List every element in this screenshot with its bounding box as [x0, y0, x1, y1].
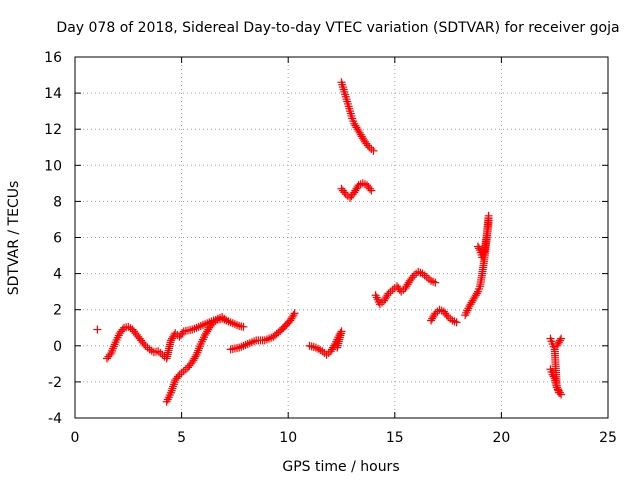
data-point: [208, 320, 217, 329]
y-tick-label: 14: [44, 86, 62, 102]
data-point: [549, 372, 558, 381]
x-tick-label: 15: [386, 430, 404, 446]
data-point: [554, 338, 563, 347]
data-point: [435, 305, 444, 314]
data-point: [174, 372, 183, 381]
data-point: [177, 368, 186, 377]
data-point: [431, 278, 440, 287]
y-tick-labels: -4 -2 0 2 4 6 8 10 12 14 16: [44, 50, 62, 427]
y-tick-label: 10: [44, 158, 62, 174]
x-tick-label: 20: [492, 430, 510, 446]
data-point: [448, 316, 457, 325]
data-point: [365, 184, 374, 193]
data-point: [289, 311, 298, 320]
data-point: [388, 285, 397, 294]
data-point: [429, 312, 438, 321]
data-point: [333, 343, 342, 352]
data-point: [340, 188, 349, 197]
data-point: [222, 316, 231, 325]
x-axis-label: GPS time / hours: [282, 459, 399, 475]
x-tick-label: 25: [599, 430, 617, 446]
y-tick-label: 12: [44, 122, 62, 138]
y-tick-label: 0: [53, 339, 62, 355]
data-point: [452, 318, 461, 327]
data-point: [288, 312, 297, 321]
y-axis-label: SDTVAR / TECUs: [6, 181, 22, 296]
data-point: [93, 325, 102, 334]
data-point: [139, 339, 148, 348]
axis-ticks: [74, 56, 609, 419]
data-point: [418, 269, 427, 278]
data-point: [170, 378, 179, 387]
data-point: [154, 347, 163, 356]
y-tick-label: 6: [53, 231, 62, 247]
y-tick-label: 8: [53, 194, 62, 210]
data-point: [352, 184, 361, 193]
x-tick-label: 0: [71, 430, 80, 446]
y-tick-label: 16: [44, 50, 62, 66]
y-tick-label: -2: [48, 375, 62, 391]
y-tick-label: 4: [53, 267, 62, 283]
data-point: [191, 352, 200, 361]
data-point: [557, 334, 566, 343]
plot-frame: [74, 56, 609, 419]
data-point: [179, 367, 188, 376]
data-point: [358, 179, 367, 188]
x-tick-label: 5: [177, 430, 186, 446]
data-point: [239, 322, 248, 331]
data-point: [414, 267, 423, 276]
data-point: [422, 273, 431, 282]
data-point: [442, 311, 451, 320]
data-point: [408, 273, 417, 282]
data-point: [556, 336, 565, 345]
data-point: [472, 289, 481, 298]
data-point: [403, 280, 412, 289]
grid: [75, 57, 608, 418]
data-point: [181, 365, 190, 374]
data-point: [156, 349, 165, 358]
x-tick-labels: 0 5 10 15 20 25: [71, 430, 617, 446]
data-point: [382, 293, 391, 302]
data-point: [305, 341, 314, 350]
data-point: [363, 141, 372, 150]
data-point: [322, 350, 331, 359]
y-tick-label: 2: [53, 303, 62, 319]
data-point: [475, 244, 484, 253]
chart-title: Day 078 of 2018, Sidereal Day-to-day VTE…: [56, 20, 619, 36]
data-point: [553, 385, 562, 394]
y-tick-label: -4: [48, 411, 62, 427]
data-point: [367, 145, 376, 154]
data-point: [369, 146, 378, 155]
data-point: [546, 365, 555, 374]
data-point: [290, 309, 299, 318]
data-point: [427, 276, 436, 285]
data-point: [473, 242, 482, 251]
data-point: [367, 186, 376, 195]
data-points: [93, 78, 566, 406]
data-point: [169, 382, 178, 391]
x-tick-label: 10: [279, 430, 297, 446]
